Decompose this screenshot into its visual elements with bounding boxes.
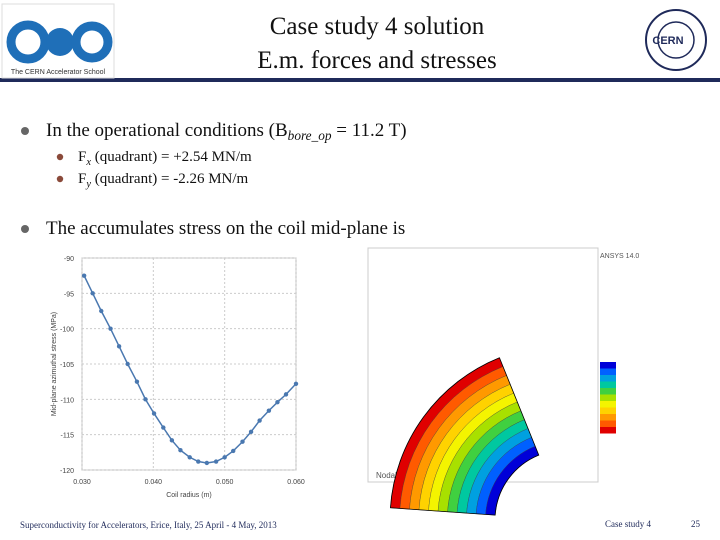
data-point bbox=[204, 460, 210, 466]
data-point bbox=[178, 448, 183, 453]
data-point bbox=[231, 448, 236, 454]
text-part: The accumulates stress on the coil mid-p… bbox=[46, 218, 405, 239]
legend-swatch bbox=[600, 420, 616, 427]
fem-caption: Nodal field bbox=[376, 471, 414, 480]
sub-bullet-dot bbox=[56, 175, 64, 183]
data-point bbox=[125, 361, 130, 367]
x-tick-label: 0.040 bbox=[145, 479, 163, 486]
legend-swatch bbox=[600, 388, 616, 395]
data-point bbox=[108, 326, 113, 331]
footer-event: Superconductivity for Accelerators, Eric… bbox=[20, 520, 277, 530]
data-point bbox=[275, 399, 280, 405]
bullet-text: The accumulates stress on the coil mid-p… bbox=[46, 218, 405, 239]
data-point bbox=[151, 411, 157, 416]
data-point bbox=[266, 408, 272, 413]
legend-swatch bbox=[600, 401, 616, 408]
data-point bbox=[222, 455, 227, 460]
legend-swatch bbox=[600, 407, 616, 414]
y-axis-label: Mid-plane azimuthal stress (MPa) bbox=[51, 312, 58, 416]
y-tick-label: -110 bbox=[61, 397, 75, 404]
logo-text: CERN bbox=[652, 35, 683, 47]
plot-area bbox=[81, 257, 297, 471]
header-rule bbox=[0, 78, 720, 82]
legend-swatch bbox=[600, 375, 616, 382]
data-point bbox=[116, 344, 122, 349]
y-tick-label: -100 bbox=[60, 327, 74, 334]
data-point bbox=[161, 425, 166, 430]
x-axis-label: Coil radius (m) bbox=[166, 492, 212, 499]
title: E.m. forces and stresses bbox=[257, 47, 497, 74]
data-point bbox=[213, 459, 219, 464]
text-part: In the operational conditions (B bbox=[46, 120, 288, 141]
contour-outline bbox=[389, 357, 540, 516]
data-point bbox=[134, 379, 140, 384]
text-part: F bbox=[78, 149, 86, 165]
data-point bbox=[257, 418, 262, 423]
legend-swatch bbox=[600, 394, 616, 401]
y-tick-label: -120 bbox=[60, 468, 74, 475]
data-point bbox=[240, 439, 245, 444]
data-point bbox=[187, 455, 192, 460]
subscript: y bbox=[85, 179, 91, 190]
data-point bbox=[283, 392, 289, 397]
text-part: (quadrant) = +2.54 MN/m bbox=[91, 149, 252, 165]
cas-logo: The CERN Accelerator School bbox=[1, 3, 115, 79]
cern-logo: CERN bbox=[640, 6, 716, 78]
data-point bbox=[293, 381, 299, 386]
text-part: = 11.2 T) bbox=[332, 120, 407, 141]
y-tick-label: -90 bbox=[64, 256, 74, 263]
subscript: bore_op bbox=[288, 128, 332, 143]
bullets: In the operational conditions (Bbore_op … bbox=[21, 120, 407, 239]
chart: -90 -95 -100 -105 -110 -115 -120 0.030 0.040 0.05… bbox=[51, 256, 305, 499]
page-number: 25 bbox=[691, 519, 701, 529]
bullet-dot bbox=[21, 225, 29, 233]
y-tick-label: -115 bbox=[61, 433, 75, 440]
y-tick-label: -95 bbox=[64, 291, 74, 298]
legend-swatch bbox=[600, 381, 616, 388]
logo-caption: The CERN Accelerator School bbox=[11, 69, 106, 76]
sub-bullet-text: Fx (quadrant) = +2.54 MN/m bbox=[78, 149, 252, 168]
footer-section: Case study 4 bbox=[605, 519, 651, 529]
text-part: (quadrant) = -2.26 MN/m bbox=[91, 171, 249, 187]
subscript: x bbox=[85, 157, 91, 168]
fem-plot: ANSYS 14.0 Nodal field bbox=[367, 247, 639, 516]
bullet-text: In the operational conditions (Bbore_op … bbox=[46, 120, 407, 143]
data-point bbox=[169, 438, 175, 443]
data-point bbox=[143, 397, 148, 402]
y-tick-label: -105 bbox=[60, 362, 74, 369]
data-point bbox=[196, 459, 201, 464]
legend-swatch bbox=[600, 362, 616, 369]
data-point bbox=[90, 291, 95, 296]
legend-swatch bbox=[600, 368, 616, 375]
sub-bullet-dot bbox=[56, 153, 64, 161]
x-tick-label: 0.030 bbox=[73, 479, 91, 486]
data-point bbox=[99, 308, 104, 314]
legend-swatch bbox=[600, 427, 616, 434]
data-point bbox=[248, 429, 254, 435]
sub-bullet-text: Fy (quadrant) = -2.26 MN/m bbox=[78, 171, 249, 190]
bullet-dot bbox=[21, 127, 29, 135]
title: Case study 4 solution bbox=[270, 13, 485, 40]
data-point bbox=[81, 273, 87, 278]
fem-software: ANSYS 14.0 bbox=[600, 253, 639, 260]
text-part: F bbox=[78, 171, 86, 187]
x-tick-label: 0.060 bbox=[287, 479, 305, 486]
x-tick-label: 0.050 bbox=[216, 479, 234, 486]
legend-swatch bbox=[600, 414, 616, 421]
